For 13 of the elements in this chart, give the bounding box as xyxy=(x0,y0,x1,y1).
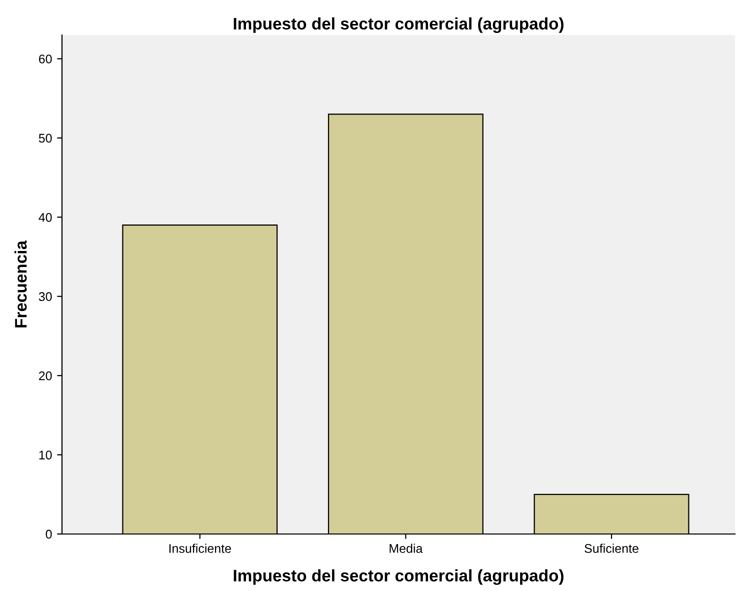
y-tick-label: 0 xyxy=(46,530,52,539)
y-tick-label: 30 xyxy=(38,292,52,302)
y-tick-label: 40 xyxy=(38,212,52,222)
y-axis-title: Frecuencia xyxy=(14,240,27,328)
x-tick-label: Suficiente xyxy=(584,544,638,553)
x-tick-label: Media xyxy=(390,544,423,553)
y-tick-label: 60 xyxy=(39,54,52,64)
chart-title: Impuesto del sector comercial (agrupado) xyxy=(234,17,564,33)
y-tick-label: 10 xyxy=(39,450,52,460)
x-axis-title: Impuesto del sector comercial (agrupado) xyxy=(234,569,564,585)
y-tick-label: 20 xyxy=(39,371,52,380)
x-tick-label: Insuficiente xyxy=(169,544,231,553)
y-tick-label: 50 xyxy=(38,134,52,143)
